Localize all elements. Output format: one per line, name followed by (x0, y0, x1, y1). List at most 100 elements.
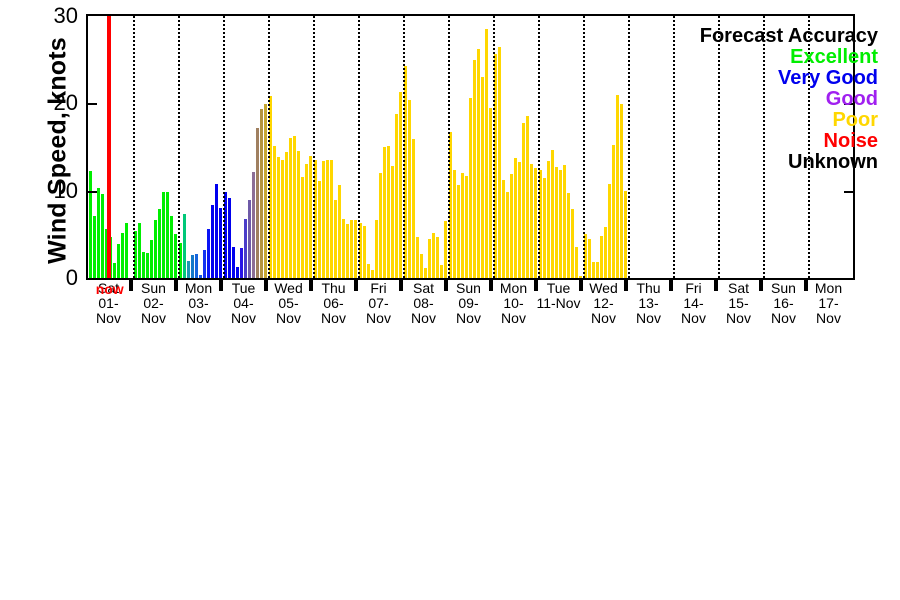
legend-item-unknown: Unknown (788, 151, 878, 173)
bar (244, 218, 247, 278)
x-axis-date: 11-Nov (536, 295, 581, 311)
bar (125, 222, 129, 278)
day-separator (718, 16, 720, 278)
bar (604, 227, 607, 278)
bar (203, 250, 207, 278)
bar (509, 174, 513, 278)
x-axis-dow: Thu (636, 280, 661, 296)
bar (137, 222, 141, 278)
bar (456, 184, 460, 278)
legend: Forecast Accuracy Excellent Very Good Go… (700, 26, 878, 173)
x-axis-dow: Sat (97, 280, 119, 296)
bar (567, 193, 571, 278)
x-axis-dow: Fri (685, 280, 702, 296)
bar (100, 194, 104, 278)
y-tick-label: 0 (65, 265, 78, 290)
x-tick-mark (804, 279, 808, 291)
x-axis-date: 02-Nov (141, 295, 166, 326)
bar (223, 192, 227, 278)
x-axis-day-label: Mon 17-Nov (806, 281, 851, 326)
x-axis-day-label: Mon 10-Nov (491, 281, 536, 326)
bar (559, 169, 562, 278)
bar (178, 243, 182, 278)
bar (149, 239, 153, 278)
bar (391, 166, 395, 278)
bar (215, 183, 219, 278)
bar (411, 139, 415, 278)
bar (113, 263, 117, 278)
bar (301, 176, 305, 278)
bar (154, 219, 157, 278)
bar (92, 216, 96, 278)
bar (317, 181, 321, 278)
bar (395, 113, 399, 278)
bar (579, 276, 583, 278)
bar (448, 132, 452, 278)
bar (239, 248, 243, 278)
bar-series (88, 16, 853, 278)
day-separator (538, 16, 540, 278)
bar (321, 160, 325, 278)
bar (297, 150, 301, 278)
bar (186, 261, 190, 278)
bar (182, 214, 186, 278)
day-separator (403, 16, 405, 278)
bar (211, 204, 215, 278)
bar (293, 135, 297, 278)
bar (141, 251, 145, 278)
bar (334, 200, 337, 278)
bar (538, 169, 542, 278)
bar (276, 157, 280, 278)
x-axis-day-label: Sat 15-Nov (716, 281, 761, 326)
bar (199, 274, 202, 278)
y-tick-label: 10 (53, 177, 78, 203)
bar (219, 208, 223, 278)
day-separator (808, 16, 810, 278)
x-axis-dow: Wed (589, 280, 618, 296)
bar (399, 91, 403, 278)
bar (530, 164, 534, 278)
x-tick-mark (219, 279, 223, 291)
bar (575, 246, 579, 278)
day-separator (178, 16, 180, 278)
bar (342, 218, 346, 278)
bar (599, 236, 603, 278)
x-axis-date: 17-Nov (816, 295, 841, 326)
bar (550, 149, 554, 278)
bar (166, 191, 170, 278)
bar (133, 230, 137, 278)
bar (305, 164, 309, 278)
bar (162, 191, 166, 278)
x-tick-mark (759, 279, 763, 291)
bar (227, 197, 231, 278)
bar (338, 185, 342, 278)
x-tick-mark (489, 279, 493, 291)
bar (264, 104, 268, 278)
x-axis-day-label: Thu 13-Nov (626, 281, 671, 326)
bar (587, 238, 591, 278)
bar (514, 158, 517, 278)
bar (313, 160, 317, 278)
bar (542, 177, 546, 278)
day-separator (268, 16, 270, 278)
bar (518, 161, 522, 278)
bar (366, 264, 370, 278)
day-separator (583, 16, 585, 278)
x-axis-day-label: Sun 09-Nov (446, 281, 491, 326)
x-axis-dow: Sun (456, 280, 481, 296)
bar (477, 49, 481, 278)
day-separator (223, 16, 225, 278)
bar (469, 98, 472, 278)
x-axis-date: 15-Nov (726, 295, 751, 326)
x-tick-mark (354, 279, 358, 291)
bar (522, 122, 526, 278)
bar (616, 95, 620, 278)
bar (383, 147, 387, 278)
x-axis-date: 08-Nov (411, 295, 436, 326)
x-axis-day-label: Sat 08-Nov (401, 281, 446, 326)
x-tick-mark (579, 279, 583, 291)
legend-item-very-good: Very Good (777, 67, 878, 89)
x-axis-day-label: Tue 04-Nov (221, 281, 266, 326)
bar (235, 266, 239, 278)
x-axis-dow: Mon (499, 280, 528, 296)
